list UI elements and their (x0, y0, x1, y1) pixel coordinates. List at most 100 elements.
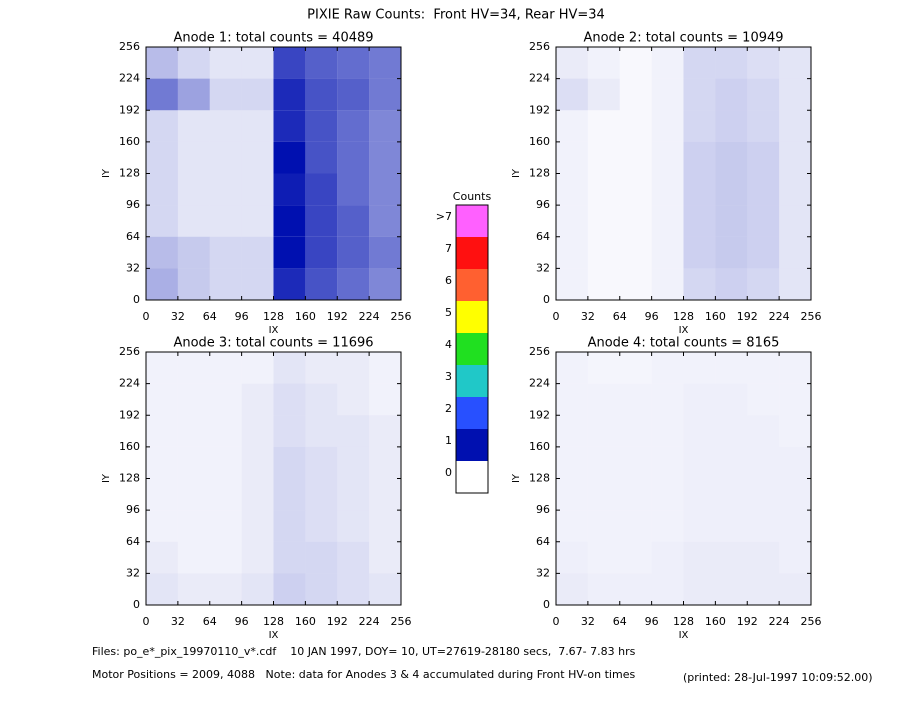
heat-cell (369, 173, 401, 206)
heat-cell (209, 510, 242, 542)
heat-cell (146, 78, 178, 111)
colorbar-frame (455, 204, 489, 494)
heat-cell (305, 236, 338, 269)
heat-cell (715, 415, 748, 447)
x-tick-label: 256 (801, 615, 822, 628)
heat-cell (369, 205, 401, 237)
x-tick-label: 64 (203, 310, 217, 323)
heat-cell (305, 541, 338, 574)
heat-cell (209, 141, 242, 174)
heat-cell (683, 541, 716, 574)
x-tick-label: 192 (327, 310, 348, 323)
heat-cell (620, 142, 652, 174)
y-tick-label: 160 (529, 135, 550, 148)
heat-cell (146, 173, 178, 206)
y-tick-label: 192 (529, 103, 550, 116)
heat-cell (146, 352, 178, 384)
heat-cell (588, 237, 620, 269)
colorbar-swatch (456, 269, 488, 301)
heat-cell (369, 446, 401, 479)
heat-cell (146, 478, 178, 511)
heat-cell (779, 47, 811, 79)
heat-cell (337, 78, 370, 111)
heat-cell (556, 573, 588, 605)
colorbar-label: 3 (445, 370, 452, 383)
heat-cell (241, 510, 274, 542)
heat-cell (146, 383, 178, 416)
heat-cell (337, 236, 370, 269)
footer-printed: (printed: 28-Jul-1997 10:09:52.00) (683, 671, 873, 684)
heat-cell (337, 47, 370, 79)
heat-cell (273, 268, 306, 300)
y-tick-label: 32 (536, 261, 550, 274)
x-tick-label: 128 (263, 310, 284, 323)
heat-cell (305, 446, 338, 479)
x-tick-label: 96 (235, 615, 249, 628)
heat-cell (556, 110, 588, 142)
heat-cell (651, 352, 684, 384)
footer-files: Files: po_e*_pix_19970110_v*.cdf 10 JAN … (92, 645, 636, 658)
colorbar-label: 0 (445, 466, 452, 479)
heat-cell (747, 478, 780, 511)
heat-cell (715, 205, 748, 237)
heat-cell (305, 573, 338, 605)
heat-cell (337, 446, 370, 479)
heat-cell (337, 141, 370, 174)
heat-cell (241, 352, 274, 384)
heat-cell (715, 510, 748, 542)
heat-cell (209, 268, 242, 300)
heat-cell (747, 383, 780, 416)
heat-cell (273, 236, 306, 269)
heat-cell (556, 415, 588, 447)
colorbar-label: 4 (445, 338, 452, 351)
x-tick-label: 256 (391, 310, 412, 323)
heat-cell (620, 47, 652, 79)
x-tick-label: 192 (737, 310, 758, 323)
heat-cell (715, 383, 748, 416)
heat-cell (369, 141, 401, 174)
y-axis-label: IY (101, 168, 112, 178)
x-tick-label: 160 (295, 310, 316, 323)
heat-cell (747, 541, 780, 574)
y-tick-label: 32 (536, 566, 550, 579)
heat-cell (241, 446, 274, 479)
heat-cell (369, 268, 401, 300)
heat-cell (177, 47, 210, 79)
x-axis-label: IX (269, 630, 279, 641)
heat-cell (556, 541, 588, 574)
heat-cell (683, 173, 716, 206)
heat-cell (369, 47, 401, 79)
heat-cell (305, 47, 338, 79)
heat-cell (209, 205, 242, 237)
heat-cell (651, 268, 684, 300)
heat-cell (651, 446, 684, 479)
y-tick-label: 64 (126, 535, 140, 548)
heat-cell (241, 478, 274, 511)
heat-cell (747, 415, 780, 447)
y-tick-label: 128 (119, 472, 140, 485)
heat-cell (369, 541, 401, 574)
heat-cell (369, 110, 401, 142)
heat-cell (715, 173, 748, 206)
heat-cell (683, 78, 716, 111)
heat-cell (747, 510, 780, 542)
heat-cell (209, 383, 242, 416)
heat-cell (146, 268, 178, 300)
heat-cell (146, 236, 178, 269)
heat-cell (620, 174, 652, 206)
heat-cell (587, 383, 620, 416)
heat-cell (779, 573, 811, 605)
y-tick-label: 192 (529, 408, 550, 421)
heat-cell (337, 110, 370, 142)
colorbar-swatch (456, 397, 488, 429)
heat-cell (715, 446, 748, 479)
heat-cell (651, 415, 684, 447)
y-axis-label: IY (511, 473, 522, 483)
heat-cell (146, 47, 178, 79)
y-tick-label: 128 (529, 472, 550, 485)
heat-cell (683, 352, 716, 384)
heat-cell (177, 541, 210, 574)
y-tick-label: 96 (536, 503, 550, 516)
heat-cell (587, 541, 620, 574)
heat-cell (747, 446, 780, 479)
